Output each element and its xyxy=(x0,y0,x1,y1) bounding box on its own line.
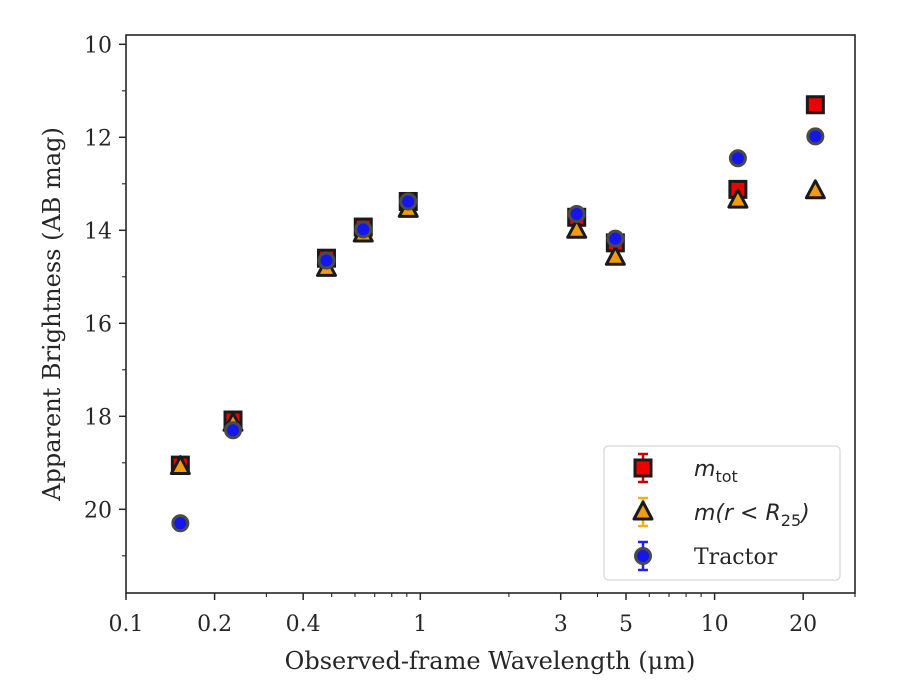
x-tick-label-2: 0.4 xyxy=(286,612,321,637)
mr25-point-8 xyxy=(804,179,826,200)
legend-marker-mr25 xyxy=(632,500,654,521)
x-axis-ticks: 0.1 0.2 0.4 1 3 5 10 20 xyxy=(109,593,856,637)
tractor-point-8 xyxy=(806,127,825,146)
y-tick-label-2: 14 xyxy=(84,219,112,244)
x-tick-label-3: 1 xyxy=(413,612,427,637)
data-markers xyxy=(169,95,826,533)
tractor-point-3 xyxy=(354,220,373,239)
mtot-point-8 xyxy=(805,95,825,115)
legend-marker-tractor xyxy=(634,547,652,565)
tractor-point-1 xyxy=(224,421,243,440)
legend-box xyxy=(603,445,841,581)
y-tick-label-0: 10 xyxy=(84,33,112,58)
legend-marker-mtot xyxy=(633,458,653,478)
y-tick-label-1: 12 xyxy=(84,126,112,151)
x-tick-label-4: 3 xyxy=(554,612,568,637)
y-axis-ticks: 10 12 14 16 18 20 xyxy=(84,33,126,557)
tractor-point-7 xyxy=(728,149,747,168)
mr25-point-0 xyxy=(169,455,191,476)
y-tick-label-3: 16 xyxy=(84,312,112,337)
tractor-point-0 xyxy=(171,514,190,533)
x-tick-label-1: 0.2 xyxy=(197,612,232,637)
tractor-point-5 xyxy=(567,205,586,224)
tractor-point-6 xyxy=(606,229,625,248)
legend-label-mtot: mtot xyxy=(694,457,738,486)
tractor-point-4 xyxy=(399,192,418,211)
y-tick-label-5: 20 xyxy=(84,498,112,523)
x-tick-label-0: 0.1 xyxy=(109,612,144,637)
legend-label-mr25: m(r < R25) xyxy=(694,501,810,530)
tractor-point-2 xyxy=(317,251,336,270)
y-axis-label: Apparent Brightness (AB mag) xyxy=(38,127,66,502)
mr25-point-7 xyxy=(727,188,749,209)
mr25-point-5 xyxy=(566,218,588,239)
x-axis-label: Observed-frame Wavelength (μm) xyxy=(285,647,696,675)
mr25-point-6 xyxy=(604,245,626,266)
x-tick-label-6: 10 xyxy=(701,612,729,637)
x-tick-label-5: 5 xyxy=(619,612,633,637)
legend: mtot m(r < R25) Tractor xyxy=(603,445,841,581)
legend-label-tractor: Tractor xyxy=(694,545,778,570)
y-tick-label-4: 18 xyxy=(84,405,112,430)
x-tick-label-7: 20 xyxy=(789,612,817,637)
plot-frame xyxy=(125,34,856,594)
